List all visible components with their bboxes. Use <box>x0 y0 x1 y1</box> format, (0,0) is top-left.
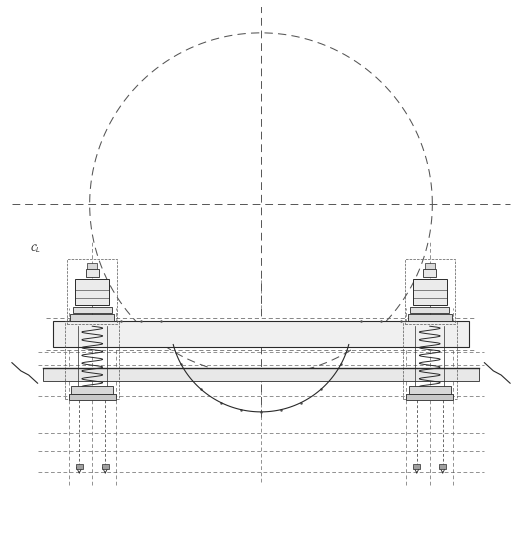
Bar <box>69 394 115 400</box>
Text: $\mathcal{C}_L$: $\mathcal{C}_L$ <box>30 242 41 255</box>
Bar <box>403 321 457 399</box>
Bar <box>75 279 109 305</box>
Bar <box>43 368 479 381</box>
Bar <box>102 464 109 469</box>
Bar <box>76 464 83 469</box>
Bar <box>67 259 117 324</box>
Bar <box>65 321 119 399</box>
Bar <box>423 269 436 277</box>
Bar <box>43 368 479 381</box>
Bar <box>413 464 420 469</box>
Bar <box>424 263 435 269</box>
Bar <box>407 394 453 400</box>
Bar <box>405 259 455 324</box>
Bar <box>53 321 469 347</box>
Bar <box>410 307 449 313</box>
Bar <box>86 269 99 277</box>
Bar <box>70 314 114 321</box>
Bar <box>72 386 113 394</box>
Bar <box>409 386 450 394</box>
Bar <box>73 307 112 313</box>
Bar <box>408 314 452 321</box>
Bar <box>87 263 98 269</box>
Bar <box>439 464 446 469</box>
Bar <box>413 279 447 305</box>
